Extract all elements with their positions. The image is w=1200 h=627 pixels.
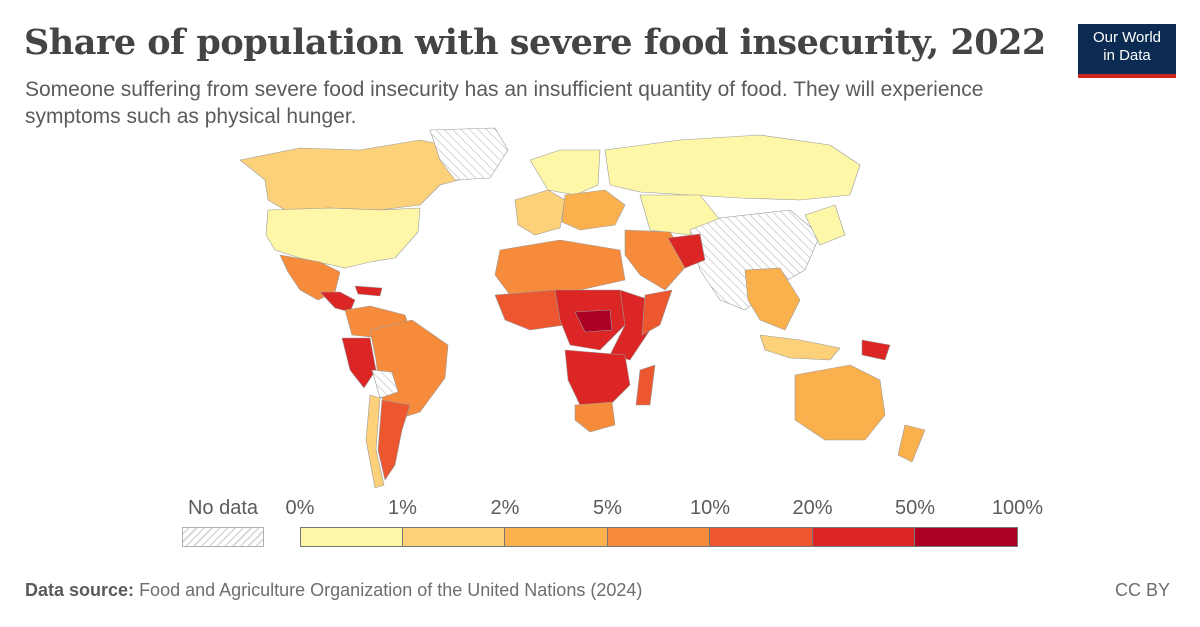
owid-logo[interactable]: Our World in Data [1078, 24, 1176, 78]
country-northern-europe[interactable]: Northern Europe [529, 149, 601, 196]
country-russia[interactable]: Russia [604, 134, 861, 201]
country-bolivia[interactable]: Bolivia [371, 369, 399, 399]
legend-threshold-label: 0% [285, 497, 315, 519]
country-argentina[interactable]: Argentina [377, 399, 411, 481]
license[interactable]: CC BY [1114, 580, 1170, 600]
country-eastern-europe[interactable]: Eastern Europe [561, 189, 626, 231]
country-southern-africa[interactable]: Southern Africa [564, 349, 631, 406]
country-southeast-asia[interactable]: Southeast Asia [744, 267, 801, 331]
legend-bin[interactable] [505, 527, 608, 547]
country-afghanistan[interactable]: Afghanistan [667, 233, 706, 269]
country-somalia[interactable]: Somalia [641, 289, 673, 336]
chart-title: Share of population with severe food ins… [24, 22, 1046, 63]
country-chile[interactable]: Chile [365, 394, 385, 489]
data-source: Data source: Food and Agriculture Organi… [25, 580, 642, 601]
country-central-african-republic[interactable]: Central African Republic [574, 309, 613, 333]
country-greenland[interactable]: Greenland [429, 127, 509, 181]
country-indonesia[interactable]: Indonesia [759, 334, 841, 361]
country-central-america[interactable]: Central America [319, 291, 356, 313]
logo-line-1: Our World [1092, 29, 1162, 46]
country-north-africa[interactable]: North Africa [494, 239, 626, 296]
country-papua-new-guinea[interactable]: Papua New Guinea [861, 339, 891, 361]
legend-bin[interactable] [710, 527, 813, 547]
legend-threshold-label: 5% [593, 497, 622, 519]
country-western-europe[interactable]: Western Europe [514, 189, 566, 236]
legend-threshold-label: 20% [792, 497, 833, 519]
country-south-africa[interactable]: South Africa [574, 401, 616, 433]
legend-bin[interactable] [812, 527, 915, 547]
legend-bin[interactable] [402, 527, 505, 547]
data-source-label: Data source: [25, 580, 135, 600]
legend-threshold-label: 50% [894, 497, 936, 519]
legend-no-data-swatch [182, 527, 264, 547]
country-peru[interactable]: Peru [341, 337, 377, 389]
legend-threshold-label: 100% [991, 497, 1044, 519]
country-canada[interactable]: Canada [239, 139, 479, 211]
country-australia[interactable]: Australia [794, 364, 886, 441]
logo-line-2: in Data [1103, 47, 1151, 64]
country-madagascar[interactable]: Madagascar [635, 364, 656, 406]
country-united-states[interactable]: United States [265, 207, 421, 269]
country-japan-korea[interactable]: Japan / Korea [804, 204, 846, 246]
country-caribbean[interactable]: Caribbean [354, 285, 383, 297]
data-source-text[interactable]: Food and Agriculture Organization of the… [139, 580, 643, 600]
legend-bin[interactable] [607, 527, 710, 547]
legend-threshold-label: 2% [490, 497, 520, 519]
legend-no-data-label: No data [187, 497, 259, 519]
legend-threshold-label: 1% [388, 497, 417, 519]
chart-subtitle: Someone suffering from severe food insec… [25, 78, 984, 128]
legend-threshold-label: 10% [689, 497, 731, 519]
legend-bin[interactable] [300, 527, 403, 547]
legend-bin[interactable] [915, 527, 1018, 547]
country-west-africa[interactable]: West Africa [494, 289, 566, 331]
country-new-zealand[interactable]: New Zealand [897, 424, 926, 463]
